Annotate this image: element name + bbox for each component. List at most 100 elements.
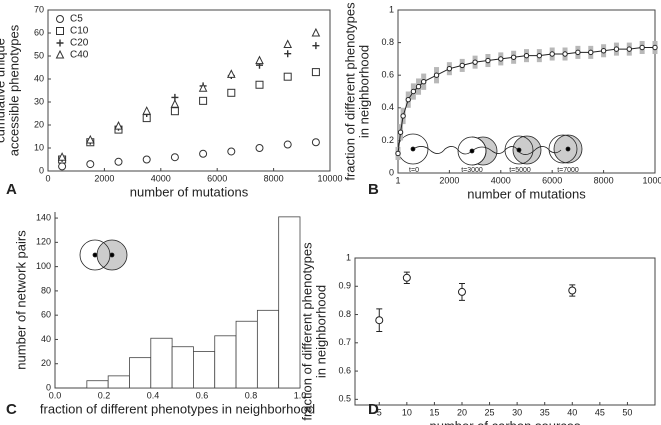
marker: [652, 44, 658, 51]
marker: [226, 69, 236, 78]
marker: [86, 160, 95, 169]
marker: [459, 62, 465, 69]
y-tick-label: 60: [34, 27, 44, 37]
x-tick-label: 10000: [642, 175, 661, 185]
marker: [536, 52, 543, 59]
marker: [400, 113, 406, 119]
y-tick-label: 140: [36, 212, 51, 222]
marker: [600, 48, 607, 54]
marker: [420, 79, 427, 85]
y-tick-label: 20: [41, 358, 51, 368]
x-tick-label: 2000: [94, 173, 114, 183]
marker: [311, 27, 321, 37]
marker: [410, 88, 417, 95]
marker: [283, 72, 292, 81]
marker: [227, 88, 236, 97]
x-tick-label: 8000: [264, 173, 284, 183]
x-axis-label: number of mutations: [130, 184, 249, 199]
marker: [446, 65, 453, 72]
marker: [58, 162, 67, 171]
marker: [142, 155, 151, 164]
legend-marker: [56, 15, 64, 23]
marker: [562, 51, 568, 57]
x-tick-label: 2000: [439, 175, 459, 185]
marker: [405, 96, 411, 103]
marker: [255, 80, 264, 89]
y-axis-label: fraction of different phenotypes: [342, 2, 357, 181]
x-tick-label: 20: [457, 407, 467, 417]
x-axis-label: number of mutations: [467, 186, 586, 201]
bar: [129, 357, 152, 389]
marker: [170, 99, 180, 108]
bar: [86, 380, 109, 389]
y-tick-label: 80: [41, 285, 51, 295]
axis-frame: [47, 9, 331, 172]
marker: [395, 150, 401, 157]
marker: [170, 153, 179, 162]
y-tick-label: 0.4: [381, 102, 394, 112]
x-tick-label: 30: [512, 407, 522, 417]
y-tick-label: 60: [41, 310, 51, 320]
marker: [575, 49, 581, 56]
panel-label: D: [368, 401, 379, 418]
marker: [283, 140, 292, 149]
bar: [107, 375, 130, 389]
x-tick-label: 45: [595, 407, 605, 417]
bar: [150, 337, 173, 389]
y-tick-label: 0.8: [338, 309, 351, 319]
x-tick-label: 0: [45, 173, 50, 183]
legend-marker: [56, 39, 64, 47]
y-tick-label: 120: [36, 237, 51, 247]
panel-label: C: [6, 401, 17, 418]
y-tick-label: 0.5: [338, 394, 351, 404]
x-tick-label: 35: [540, 407, 550, 417]
x-tick-label: 10: [402, 407, 412, 417]
y-tick-label: 10: [34, 142, 44, 152]
x-tick-label: 4000: [151, 173, 171, 183]
marker: [613, 46, 620, 52]
bar: [171, 346, 194, 389]
y-tick-label: 20: [34, 119, 44, 129]
x-axis-label: fraction of different phenotypes in neig…: [40, 401, 315, 416]
state-diagrams: [397, 133, 583, 166]
x-tick-label: 0.0: [49, 390, 62, 400]
marker: [498, 56, 504, 62]
y-tick-label: 1: [346, 252, 351, 262]
y-tick-label: 40: [41, 334, 51, 344]
y-axis-label: in neighborhood: [313, 285, 328, 378]
annotation: t=7000: [557, 167, 579, 174]
x-tick-label: 1: [395, 175, 400, 185]
marker: [57, 152, 67, 161]
marker: [457, 287, 466, 296]
annotation: t=5000: [509, 167, 531, 174]
bar: [256, 309, 280, 389]
marker: [433, 72, 440, 78]
bar: [193, 351, 216, 389]
marker: [284, 50, 292, 58]
x-axis-label: number of carbon sources: [429, 418, 581, 425]
x-tick-label: 8000: [594, 175, 614, 185]
x-tick-label: 50: [622, 407, 632, 417]
marker: [198, 83, 208, 92]
x-tick-label: 6000: [542, 175, 562, 185]
marker: [227, 147, 236, 156]
axis-frame: [354, 257, 656, 406]
marker: [472, 59, 478, 65]
y-axis-label: cumulative unique: [0, 38, 7, 143]
x-tick-label: 0.6: [196, 390, 209, 400]
y-tick-label: 100: [36, 261, 51, 271]
marker: [255, 144, 264, 152]
x-tick-label: 15: [429, 407, 439, 417]
marker: [639, 44, 645, 51]
y-tick-label: 70: [34, 4, 44, 14]
marker: [523, 52, 530, 59]
legend-marker: [56, 27, 64, 35]
bar: [235, 320, 258, 389]
marker: [199, 96, 208, 105]
marker: [283, 39, 293, 48]
marker: [510, 54, 517, 60]
marker: [142, 106, 152, 115]
marker: [85, 134, 95, 144]
x-tick-label: 5: [377, 407, 382, 417]
